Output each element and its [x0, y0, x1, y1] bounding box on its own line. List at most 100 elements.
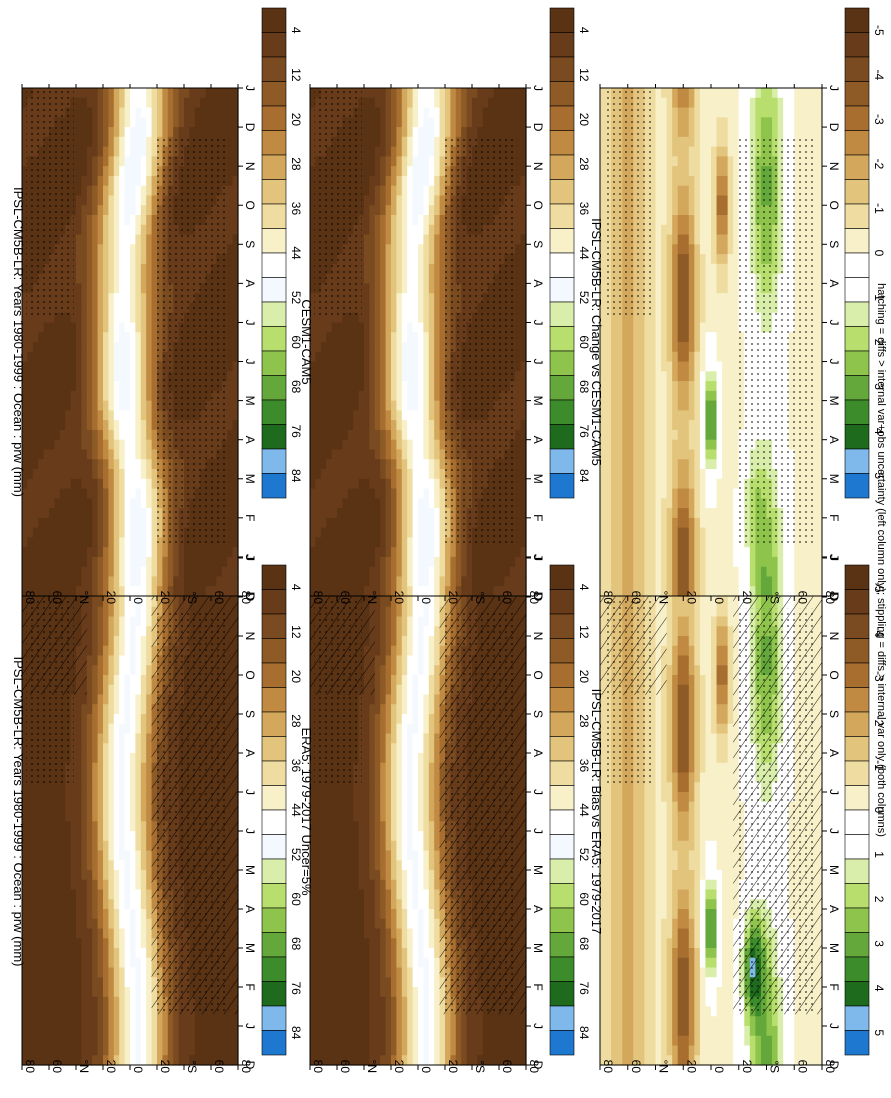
heat-cell — [22, 1055, 28, 1066]
heat-cell — [54, 449, 61, 460]
heat-cell — [113, 254, 120, 265]
heat-cell — [119, 293, 126, 304]
heat-cell — [108, 273, 115, 284]
heat-cell — [135, 361, 142, 372]
heat-cell — [27, 918, 34, 930]
heat-cell — [364, 772, 370, 783]
heat-cell — [151, 342, 158, 353]
heat-cell — [353, 889, 360, 900]
heat-cell — [81, 371, 88, 382]
heat-cell — [358, 977, 365, 988]
heat-cell — [353, 850, 360, 861]
heat-cell — [27, 390, 34, 402]
heat-cell — [54, 342, 61, 353]
heat-cell — [103, 782, 109, 793]
heat-cell — [32, 459, 39, 470]
heat-cell — [331, 899, 338, 910]
heat-cell — [92, 723, 99, 735]
heat-cell — [22, 488, 28, 499]
heat-cell — [326, 1006, 333, 1017]
heat-cell — [130, 684, 136, 696]
heat-cell — [92, 449, 99, 460]
colorbar-label: 36 — [289, 759, 303, 773]
heat-cell — [32, 576, 39, 587]
heat-cell — [97, 977, 104, 988]
heat-cell — [108, 547, 115, 558]
heat-cell — [310, 714, 316, 725]
colorbar-swatch — [261, 858, 287, 884]
heat-cell — [76, 302, 82, 314]
heat-cell — [103, 597, 109, 608]
heat-cell — [140, 762, 147, 774]
heat-cell — [76, 948, 82, 959]
heat-cell — [130, 918, 136, 930]
heat-cell — [113, 840, 120, 852]
heat-cell — [331, 996, 338, 1008]
heat-cell — [92, 704, 99, 715]
heat-cell — [194, 576, 201, 587]
heat-cell — [337, 1045, 343, 1056]
heat-cell — [86, 576, 93, 587]
heat-cell — [43, 410, 50, 421]
heat-cell — [221, 1016, 228, 1027]
heat-cell — [146, 156, 153, 167]
heat-cell — [374, 636, 381, 647]
heat-cell — [76, 244, 82, 255]
lat-tick-label: °N — [77, 1060, 91, 1073]
heat-cell — [130, 322, 136, 333]
colorbar-swatch — [261, 228, 287, 254]
heat-cell — [315, 840, 322, 852]
heat-cell — [119, 831, 126, 842]
heat-cell — [22, 1045, 28, 1056]
heat-cell — [59, 547, 66, 558]
heat-cell — [135, 185, 142, 197]
heat-cell — [49, 381, 55, 392]
heat-cell — [140, 626, 147, 637]
heat-cell — [320, 1016, 327, 1027]
heat-cell — [232, 322, 239, 333]
heat-cell — [76, 547, 82, 558]
heat-cell — [124, 234, 131, 245]
heat-cell — [221, 1035, 228, 1047]
heat-cell — [22, 508, 28, 519]
heat-cell — [151, 322, 158, 333]
heat-cell — [194, 547, 201, 558]
heat-cell — [76, 517, 82, 529]
heat-cell — [108, 636, 115, 647]
heat-cell — [119, 361, 126, 372]
heat-cell — [157, 547, 163, 558]
heat-cell — [342, 996, 349, 1008]
heat-cell — [43, 400, 50, 411]
heat-cell — [27, 547, 34, 558]
heat-cell — [227, 508, 234, 519]
heat-cell — [81, 469, 88, 480]
heat-cell — [113, 762, 120, 774]
heat-cell — [310, 967, 316, 978]
heat-cell — [70, 351, 77, 363]
heat-cell — [326, 792, 333, 803]
panel-title: IPSL-CM5B-LR: Years 1980-1999 : Ocean : … — [11, 187, 26, 497]
heat-cell — [92, 166, 99, 177]
heat-cell — [76, 860, 82, 871]
heat-cell — [227, 498, 234, 509]
month-tick-label: A — [243, 436, 257, 444]
heat-cell — [38, 840, 45, 852]
heat-cell — [353, 967, 360, 978]
heat-cell — [43, 488, 50, 499]
heat-cell — [76, 205, 82, 216]
heat-cell — [113, 576, 120, 587]
heat-cell — [205, 1035, 212, 1047]
heat-cell — [347, 811, 354, 822]
heat-cell — [124, 665, 131, 676]
heat-cell — [310, 870, 316, 881]
heat-cell — [124, 782, 131, 793]
heat-cell — [342, 987, 349, 998]
heat-cell — [119, 665, 126, 676]
heat-cell — [38, 469, 45, 480]
heat-cell — [146, 772, 153, 783]
heat-cell — [146, 1035, 153, 1047]
heat-cell — [54, 870, 61, 881]
heat-cell — [135, 967, 142, 978]
heat-cell — [92, 469, 99, 480]
heat-cell — [135, 342, 142, 353]
